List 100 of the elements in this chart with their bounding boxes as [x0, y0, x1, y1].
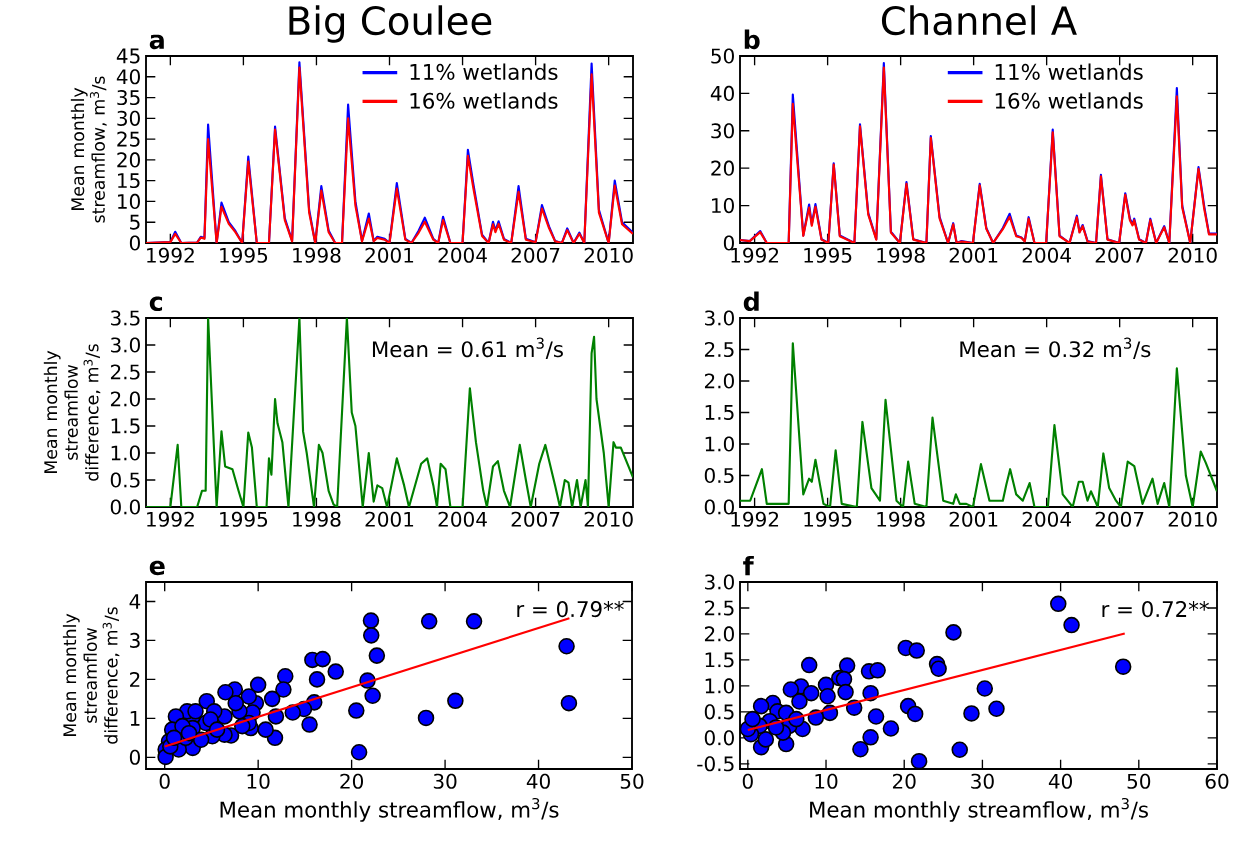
point	[930, 660, 947, 678]
point	[752, 697, 770, 715]
y-tick-label: 5	[130, 214, 140, 230]
point	[988, 700, 1005, 717]
point	[951, 741, 969, 759]
text: c	[149, 296, 163, 312]
legend-label: 11% wetlands	[410, 63, 558, 80]
y-tick-label: 3	[130, 632, 140, 648]
y-tick-label: 0.5	[704, 467, 734, 484]
line-series	[146, 318, 633, 507]
x-tick-label: 2007	[511, 247, 560, 263]
y-tick-label: 40	[710, 85, 734, 101]
x-tick-label: 2004	[1022, 247, 1071, 263]
x-tick-label: 2001	[365, 511, 414, 527]
x-tick-label: 2004	[438, 247, 487, 263]
x-tick-label: 0	[742, 773, 753, 789]
x-tick-label: 2010	[1168, 511, 1217, 527]
x-tick-label: 30	[433, 773, 457, 789]
y-tick-label: 0.5	[110, 472, 140, 488]
y-tick-label: 2.0	[704, 373, 734, 389]
legend-label: 16% wetlands	[410, 92, 558, 109]
y-tick-label: 10	[118, 193, 140, 210]
y-tick-label: 3.5	[111, 310, 140, 326]
x-tick-label: 2010	[584, 511, 633, 527]
x-tick-label: 2001	[365, 247, 414, 263]
x-tick-label: 2010	[584, 247, 633, 263]
x-tick-label: 40	[526, 773, 550, 789]
point	[800, 656, 818, 674]
x-tick-label: 2001	[949, 511, 998, 527]
text: d	[743, 291, 759, 312]
point	[757, 731, 775, 748]
y-tick-label: 30	[117, 110, 140, 126]
y-tick-label: 2	[130, 671, 140, 687]
y-tick-label: 2.5	[704, 600, 734, 616]
y-tick-label: 1.0	[111, 445, 140, 461]
y-tick-label: 0.5	[704, 704, 734, 720]
y-tick-label: 0.0	[704, 730, 734, 746]
x-tick-label: 10	[815, 773, 838, 789]
text: a	[149, 34, 164, 50]
point	[882, 720, 900, 737]
x-tick-label: 1995	[804, 511, 852, 527]
y-tick-label: 0	[129, 235, 140, 251]
x-tick-label: 1992	[147, 511, 194, 527]
annotation: r = 0.72**	[1102, 601, 1209, 618]
x-axis-title: Mean monthly streamflow, m$^{3}$/s	[810, 797, 1148, 822]
y-tick-label: 2.0	[110, 391, 140, 407]
x-tick-label: 10	[247, 773, 270, 789]
y-axis-title: Mean monthly streamflow difference, m$^{3}$/s	[62, 607, 120, 744]
point	[869, 662, 886, 679]
x-tick-label: 1992	[147, 247, 194, 263]
x-tick-label: 2004	[1022, 511, 1071, 527]
y-tick-label: 2.0	[704, 626, 734, 642]
y-tick-label: 35	[117, 89, 140, 106]
x-tick-label: 1995	[220, 247, 268, 263]
y-tick-label: 2.5	[704, 341, 734, 358]
annotation: Mean = 0.61 m$^{3}$/s	[372, 337, 563, 359]
point	[908, 642, 925, 659]
point	[867, 708, 885, 725]
annotation: Mean = 0.32 m$^{3}$/s	[960, 337, 1151, 359]
y-tick-label: 4	[129, 594, 141, 609]
point	[837, 683, 854, 701]
y-tick-label: 20	[117, 152, 140, 168]
point	[819, 688, 836, 705]
x-tick-label: 2001	[949, 247, 998, 263]
x-tick-label: 2007	[1095, 247, 1144, 263]
y-tick-label: 20	[711, 160, 734, 176]
y-tick-label: -0.5	[697, 756, 734, 772]
point	[906, 705, 924, 723]
y-tick-label: 1.5	[705, 652, 734, 668]
y-tick-label: 45	[116, 48, 140, 64]
x-tick-label: 1998	[877, 511, 925, 527]
text: f	[743, 555, 754, 576]
y-tick-label: 0.0	[110, 499, 140, 515]
point	[1114, 658, 1132, 675]
y-tick-label: 3.0	[111, 337, 140, 353]
point	[782, 681, 800, 698]
x-tick-label: 2010	[1168, 247, 1217, 263]
text: b	[744, 29, 760, 50]
point	[963, 705, 980, 722]
y-tick-label: 30	[711, 123, 734, 139]
x-tick-label: 1998	[293, 247, 341, 263]
y-tick-label: 15	[118, 173, 140, 189]
y-tick-label: 3.0	[705, 310, 734, 326]
x-tick-label: 0	[159, 773, 170, 789]
point	[802, 684, 820, 702]
y-tick-label: 3.0	[705, 574, 734, 590]
x-tick-label: 20	[892, 773, 916, 789]
y-tick-label: 1.5	[705, 405, 734, 420]
x-tick-label: 1998	[293, 511, 341, 527]
point	[852, 740, 869, 758]
point	[910, 752, 928, 770]
point	[1063, 616, 1080, 634]
y-tick-label: 50	[711, 48, 734, 64]
point	[1050, 595, 1067, 613]
y-tick-label: 1.0	[705, 436, 734, 452]
point	[838, 657, 856, 674]
chart-title: Big Coulee	[289, 5, 492, 43]
y-tick-label: 0	[129, 749, 140, 765]
legend-label: 11% wetlands	[995, 63, 1143, 80]
y-tick-label: 40	[116, 69, 140, 85]
